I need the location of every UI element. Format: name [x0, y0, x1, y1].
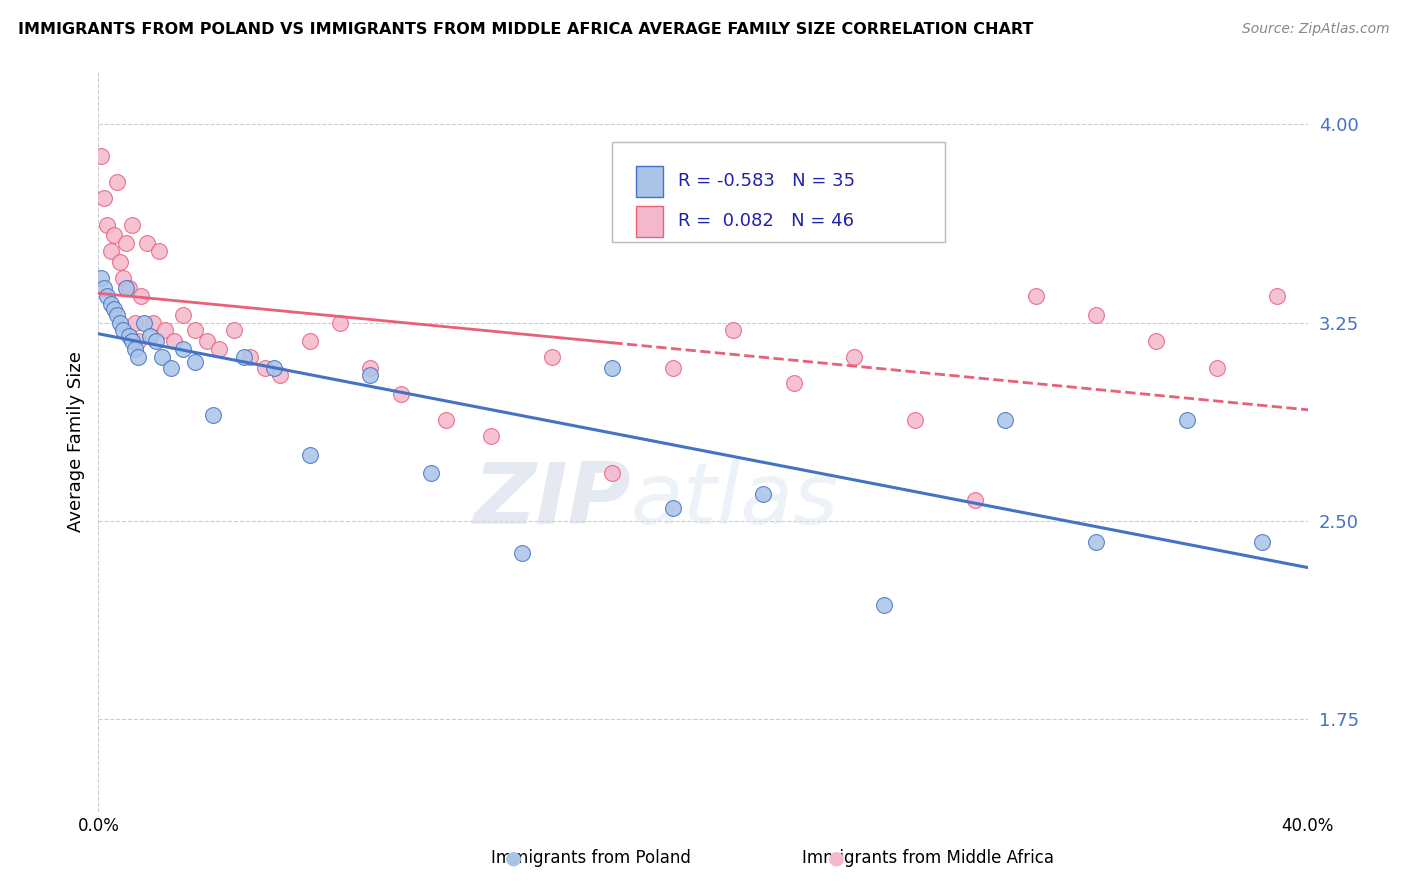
Point [90, 149, 112, 163]
Point [239, 350, 262, 364]
Point [184, 324, 207, 338]
Point [135, 236, 157, 251]
FancyBboxPatch shape [637, 166, 664, 197]
Point [481, 429, 503, 443]
Text: ●: ● [505, 848, 522, 868]
Point [224, 324, 246, 338]
Point [132, 316, 155, 330]
Point [96, 218, 118, 232]
Point [965, 492, 987, 507]
Point [139, 328, 162, 343]
Point [121, 218, 143, 232]
Point [93, 191, 115, 205]
Point [100, 244, 122, 259]
Point [127, 350, 149, 364]
FancyBboxPatch shape [637, 206, 664, 237]
Text: Source: ZipAtlas.com: Source: ZipAtlas.com [1241, 22, 1389, 37]
Point [114, 281, 136, 295]
Point [434, 413, 457, 427]
Point [172, 308, 194, 322]
Point [602, 467, 624, 481]
Point [1024, 289, 1046, 303]
Point [160, 360, 183, 375]
Point [1085, 535, 1108, 549]
Point [148, 244, 170, 259]
Point [1251, 535, 1274, 549]
Point [420, 467, 443, 481]
Point [661, 500, 683, 515]
Point [269, 368, 291, 383]
Text: ZIP: ZIP [472, 459, 630, 542]
Y-axis label: Average Family Size: Average Family Size [66, 351, 84, 532]
Point [1267, 289, 1289, 303]
Point [184, 355, 207, 369]
Point [253, 360, 276, 375]
Point [195, 334, 218, 348]
Point [96, 289, 118, 303]
Point [299, 334, 322, 348]
Point [100, 297, 122, 311]
Point [111, 324, 134, 338]
Point [129, 289, 152, 303]
Point [329, 316, 352, 330]
Point [263, 360, 285, 375]
Point [145, 334, 167, 348]
Point [540, 350, 562, 364]
Point [90, 270, 112, 285]
Text: atlas: atlas [630, 459, 838, 542]
Point [118, 328, 141, 343]
Point [153, 324, 176, 338]
Point [127, 334, 149, 348]
Point [783, 376, 806, 391]
Point [723, 324, 745, 338]
Point [752, 487, 775, 501]
Point [1175, 413, 1198, 427]
Point [994, 413, 1017, 427]
Point [114, 236, 136, 251]
Point [105, 175, 128, 190]
Point [1206, 360, 1229, 375]
Point [904, 413, 927, 427]
Point [118, 281, 141, 295]
Point [510, 546, 533, 560]
Point [163, 334, 186, 348]
Point [172, 342, 194, 356]
Point [360, 360, 382, 375]
Point [124, 342, 146, 356]
Text: R =  0.082   N = 46: R = 0.082 N = 46 [678, 212, 853, 230]
Point [108, 316, 131, 330]
Point [202, 408, 225, 422]
FancyBboxPatch shape [613, 142, 945, 242]
Point [602, 360, 624, 375]
Text: ●: ● [828, 848, 845, 868]
Point [103, 228, 125, 243]
Point [108, 254, 131, 268]
Point [661, 360, 683, 375]
Point [844, 350, 866, 364]
Point [124, 316, 146, 330]
Point [873, 599, 896, 613]
Text: IMMIGRANTS FROM POLAND VS IMMIGRANTS FROM MIDDLE AFRICA AVERAGE FAMILY SIZE CORR: IMMIGRANTS FROM POLAND VS IMMIGRANTS FRO… [18, 22, 1033, 37]
Point [360, 368, 382, 383]
Point [150, 350, 173, 364]
Point [93, 281, 115, 295]
Point [103, 302, 125, 317]
Point [208, 342, 231, 356]
Point [105, 308, 128, 322]
Point [1144, 334, 1167, 348]
Point [1085, 308, 1108, 322]
Text: R = -0.583   N = 35: R = -0.583 N = 35 [678, 172, 855, 191]
Point [232, 350, 254, 364]
Text: Immigrants from Poland: Immigrants from Poland [491, 849, 690, 867]
Point [121, 334, 143, 348]
Point [389, 387, 412, 401]
Point [111, 270, 134, 285]
Point [299, 448, 322, 462]
Text: Immigrants from Middle Africa: Immigrants from Middle Africa [801, 849, 1054, 867]
Point [142, 316, 165, 330]
